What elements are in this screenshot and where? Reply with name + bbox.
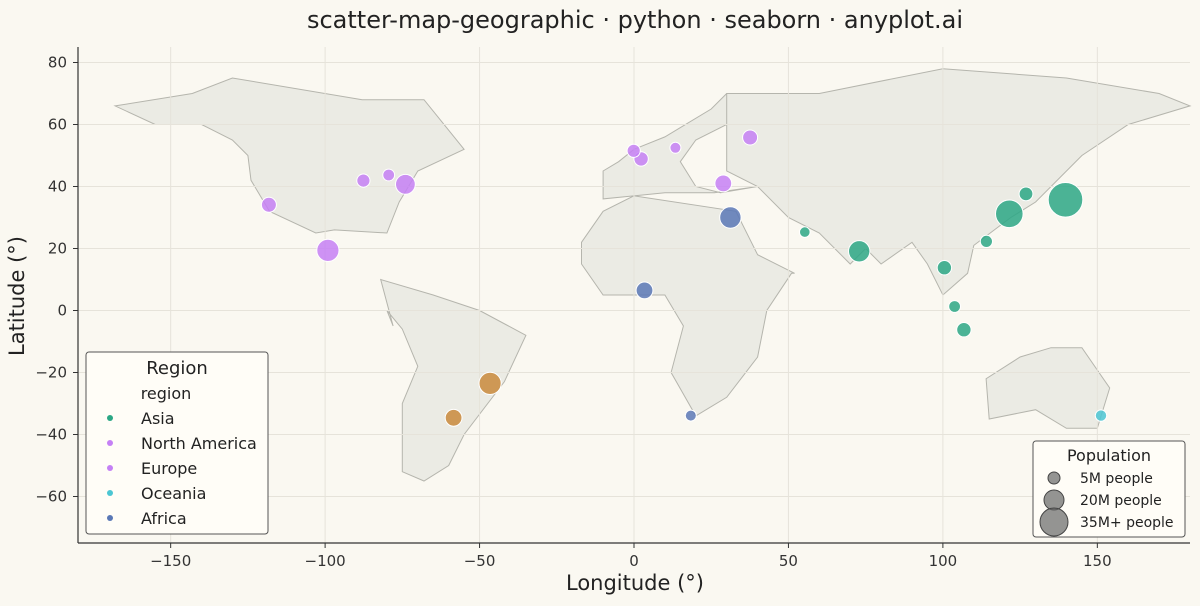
data-point	[1094, 409, 1108, 422]
y-tick-label: −20	[35, 364, 67, 382]
y-tick-label: −60	[35, 488, 67, 506]
size-legend-label: 5M people	[1080, 471, 1153, 487]
x-tick-label: 50	[779, 552, 798, 570]
data-point	[260, 196, 277, 213]
population-legend-title: Population	[1067, 446, 1151, 465]
y-tick-label: 0	[57, 302, 67, 320]
land-polygon-1	[379, 278, 527, 482]
legend-marker	[107, 515, 113, 521]
y-tick-label: 60	[48, 116, 67, 134]
data-point	[382, 168, 396, 182]
data-point	[356, 173, 371, 188]
size-legend-marker	[1047, 471, 1061, 485]
data-point	[316, 238, 340, 262]
x-tick-label: −100	[305, 552, 346, 570]
chart-title: scatter-map-geographic · python · seabor…	[307, 6, 963, 34]
legend-marker	[107, 440, 113, 446]
x-tick-label: −150	[150, 552, 191, 570]
y-axis-title: Latitude (°)	[5, 236, 29, 356]
data-point	[714, 174, 733, 193]
y-tick-label: 20	[48, 240, 67, 258]
data-point	[635, 281, 654, 300]
scatter-points	[260, 129, 1108, 427]
size-legend-label: 20M people	[1080, 493, 1162, 509]
y-tick-label: −40	[35, 426, 67, 444]
data-point	[669, 141, 682, 154]
data-point	[626, 143, 641, 158]
land-polygon-2	[581, 195, 795, 417]
y-tick-label: 80	[48, 54, 67, 72]
data-point	[742, 129, 759, 146]
legend-marker	[107, 415, 113, 421]
region-legend-frame	[85, 351, 269, 535]
size-legend-marker	[1039, 507, 1069, 537]
land-polygon-0	[113, 77, 465, 234]
legend-label: Asia	[141, 409, 175, 428]
region-legend: Region region Asia North America Europe Oce…	[85, 351, 269, 535]
x-tick-label: 150	[1083, 552, 1112, 570]
data-point	[478, 371, 502, 395]
y-tick-label: 40	[48, 178, 67, 196]
legend-marker	[107, 490, 113, 496]
x-tick-label: −50	[464, 552, 496, 570]
data-point	[799, 226, 811, 238]
data-point	[444, 408, 463, 427]
population-legend: Population 5M people 20M people 35M+ peopl…	[1032, 440, 1186, 538]
data-point	[936, 260, 953, 276]
x-axis-title: Longitude (°)	[566, 571, 704, 595]
data-point	[948, 300, 961, 313]
region-legend-subtitle: region	[141, 384, 192, 403]
data-point	[848, 240, 871, 263]
data-point	[1047, 182, 1084, 218]
region-legend-title: Region	[146, 358, 208, 379]
legend-marker	[107, 465, 113, 471]
x-tick-label: 100	[929, 552, 958, 570]
population-legend-entries: 5M people 20M people 35M+ people	[1039, 471, 1174, 537]
data-point	[995, 199, 1024, 229]
land-polygon-4	[726, 68, 1192, 296]
world-basemap	[113, 68, 1192, 482]
legend-label: North America	[141, 434, 257, 453]
data-point	[979, 234, 994, 248]
region-legend-entries: Asia North America Europe Oceania Africa	[107, 409, 257, 528]
legend-label: Oceania	[141, 484, 206, 503]
axes: −150 −100 −50 0 50 100 150 −60 −40 −20 0 20 40 60 80	[35, 47, 1190, 570]
x-tick-label: 0	[629, 552, 639, 570]
size-legend-marker	[1043, 489, 1065, 511]
legend-label: Europe	[141, 459, 197, 478]
data-point	[1018, 186, 1034, 202]
population-legend-frame	[1032, 440, 1186, 538]
legend-label: Africa	[141, 509, 187, 528]
data-point	[395, 173, 416, 195]
data-point	[684, 409, 697, 422]
data-point	[719, 206, 742, 229]
size-legend-label: 35M+ people	[1080, 515, 1174, 531]
data-point	[956, 322, 972, 338]
land-polygon-5	[985, 347, 1111, 429]
